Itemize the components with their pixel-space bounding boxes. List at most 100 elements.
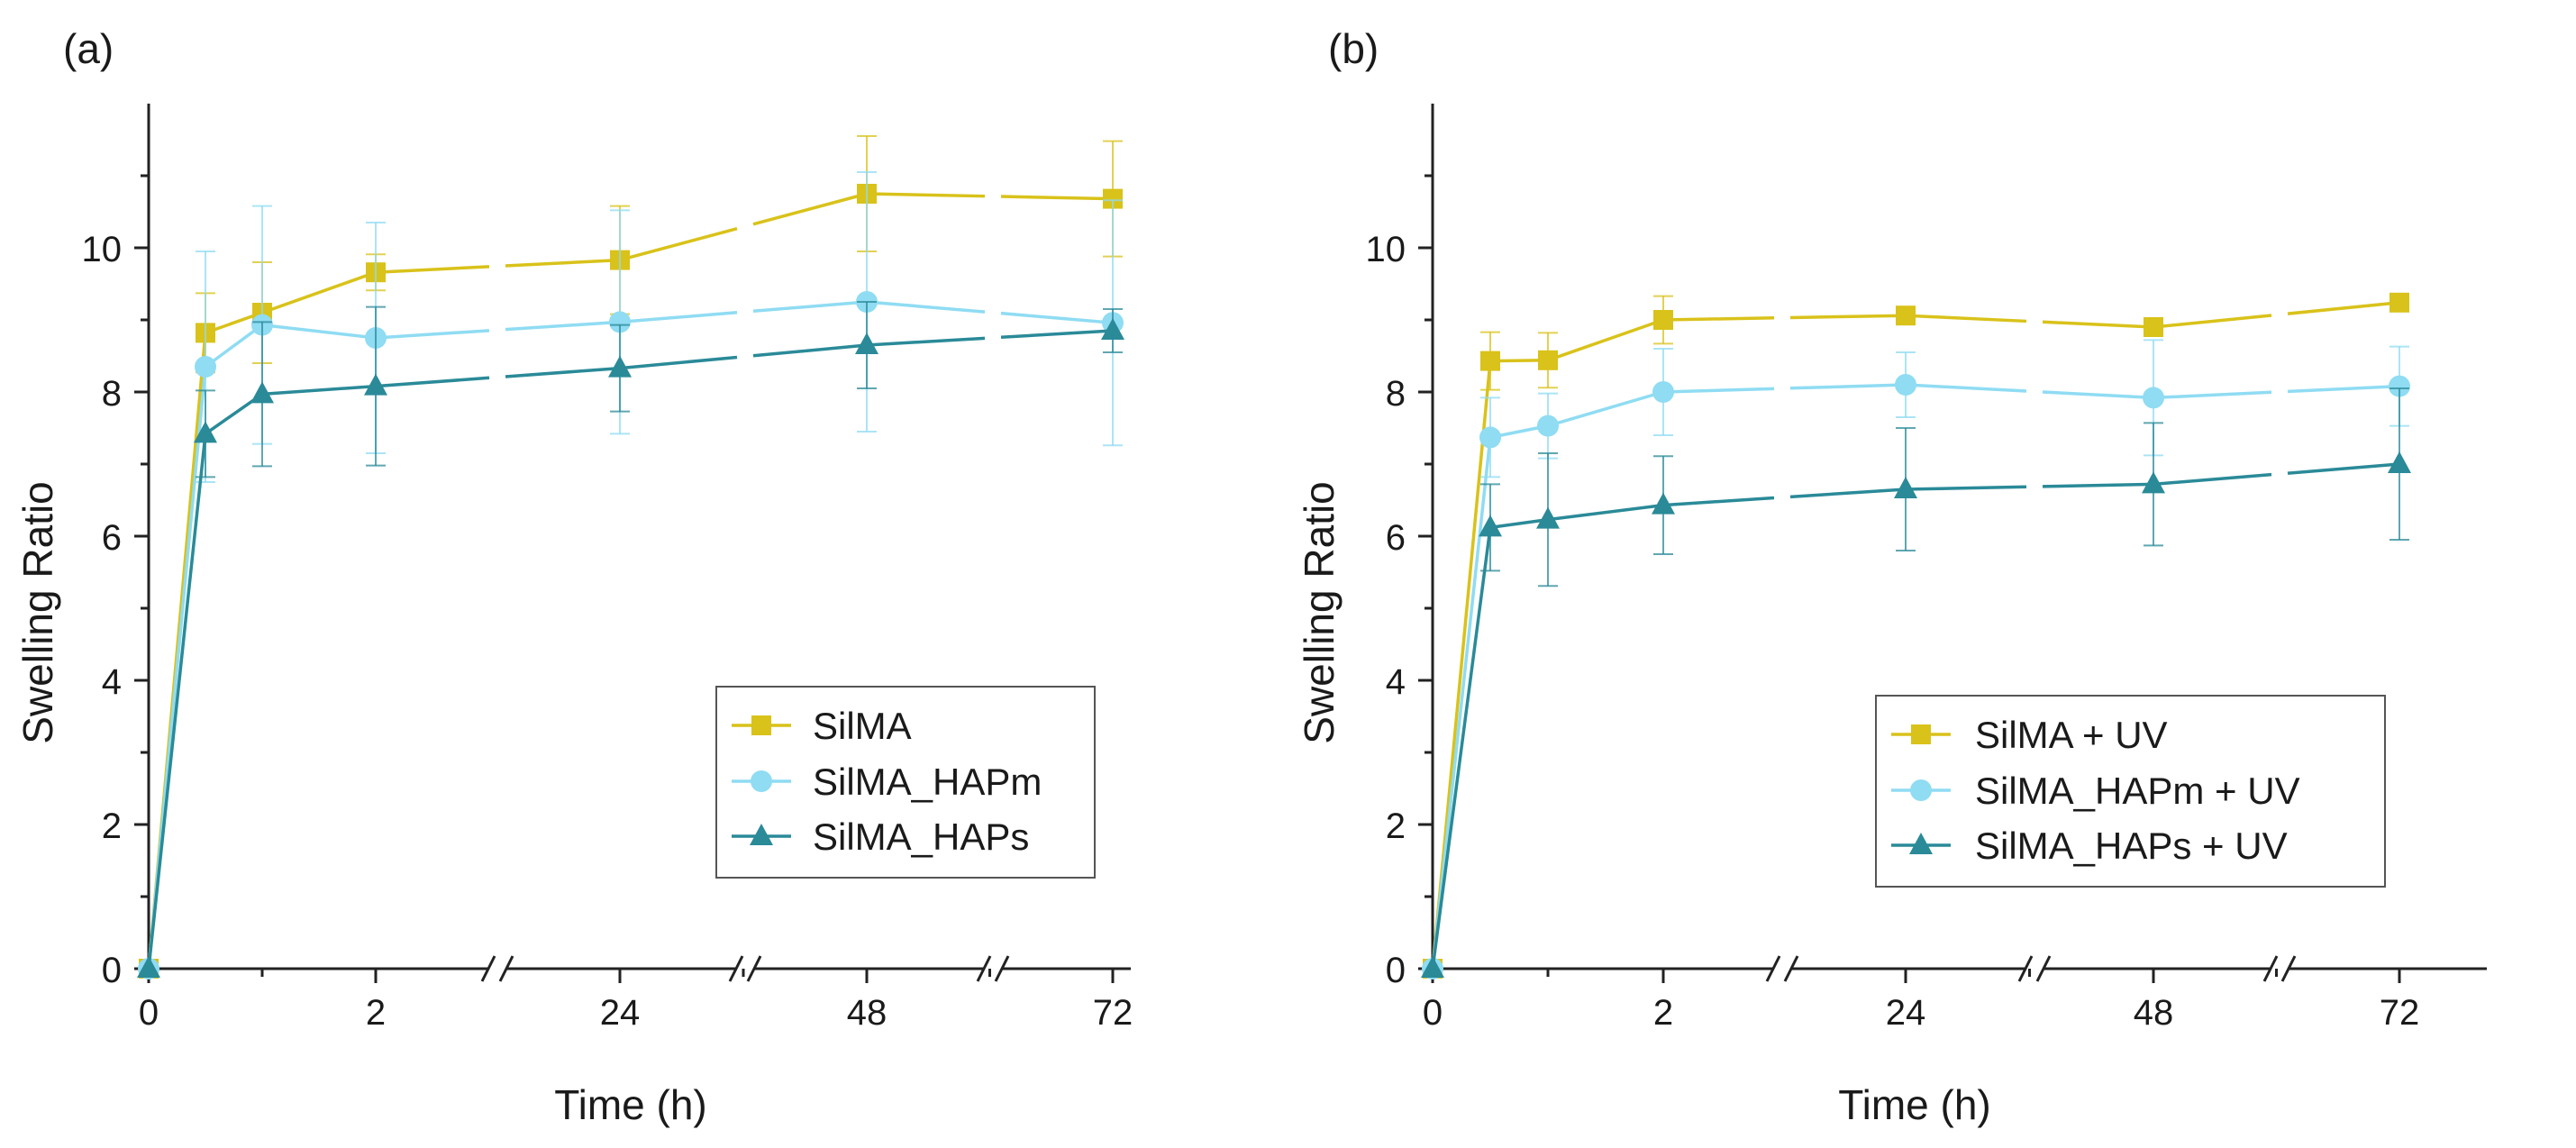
y-tick-label: 0 — [102, 951, 122, 990]
y-tick-label: 8 — [102, 374, 122, 414]
x-tick-label: 24 — [1886, 993, 1926, 1033]
data-point-triangle — [1652, 492, 1675, 515]
data-point-triangle — [194, 421, 217, 443]
series-circle — [138, 171, 1124, 979]
series-circle — [1422, 339, 2410, 979]
panel-label: (b) — [1328, 25, 1379, 72]
y-axis-title: Swelling Ratio — [14, 481, 61, 743]
series-line-segment — [1489, 517, 1549, 530]
data-point-circle — [1895, 374, 1916, 396]
data-point-triangle — [137, 956, 160, 978]
y-tick-label: 2 — [1386, 806, 1406, 846]
legend-marker-circle — [751, 770, 772, 792]
legend-marker-square — [1911, 724, 1931, 744]
data-point-circle — [1537, 415, 1559, 437]
data-point-triangle — [1479, 515, 1502, 537]
axis-break-mark — [976, 955, 992, 982]
series-line-segment — [1789, 383, 1907, 390]
x-tick-label: 2 — [1653, 993, 1673, 1033]
data-point-square — [1653, 310, 1673, 330]
series-line-segment — [2153, 390, 2272, 400]
series-line-segment — [505, 320, 621, 332]
legend: SilMA SilMA_HAPm SilMA_HAPs — [715, 686, 1096, 879]
series-line-segment — [505, 258, 621, 268]
x-tick-label: 72 — [1093, 993, 1133, 1033]
data-point-circle — [1479, 426, 1501, 449]
x-tick-label: 0 — [139, 993, 159, 1033]
series-line-segment — [1547, 503, 1664, 522]
series-line-segment — [2287, 301, 2400, 315]
legend-label: SilMA_HAPm — [813, 761, 1042, 803]
series-line-segment — [1789, 487, 1907, 499]
data-point-square — [1896, 305, 1916, 326]
y-tick-label: 2 — [102, 806, 122, 846]
y-axis-title: Swelling Ratio — [1296, 481, 1343, 743]
series-line-segment — [619, 311, 738, 324]
series-line-segment — [261, 384, 377, 396]
y-tick-label: 10 — [82, 230, 123, 269]
series-line-segment — [1662, 387, 1775, 394]
data-point-circle — [609, 311, 631, 333]
series-line-segment — [2287, 462, 2400, 475]
series-line-segment — [619, 226, 738, 262]
series-line-segment — [261, 323, 377, 340]
series-line-segment — [1000, 195, 1114, 201]
data-point-square — [1103, 188, 1123, 209]
y-tick-label: 6 — [102, 518, 122, 558]
series-line-segment — [752, 192, 868, 226]
series-line-segment — [375, 265, 490, 274]
series-line-segment — [505, 366, 621, 378]
axis-break-mark — [2017, 955, 2034, 982]
series-line-segment — [1905, 314, 2027, 323]
series-line-segment — [866, 300, 986, 314]
legend-marker-square — [751, 715, 771, 735]
legend-label: SilMA — [813, 705, 912, 747]
series-line-segment — [1905, 383, 2027, 393]
series-line-segment — [2042, 320, 2154, 329]
y-tick-label: 10 — [1366, 230, 1406, 269]
series-line-segment — [2042, 482, 2154, 488]
data-point-circle — [2389, 375, 2410, 397]
legend-marker-triangle — [1909, 833, 1933, 854]
y-tick-label: 0 — [1386, 951, 1406, 990]
series-line-segment — [204, 323, 264, 369]
series-line-segment — [2153, 314, 2272, 329]
legend-marker-circle — [1910, 779, 1932, 801]
data-point-triangle — [1894, 477, 1917, 498]
axis-break-mark — [1765, 955, 1781, 982]
y-tick-label: 4 — [1386, 662, 1406, 702]
axis-break-mark — [728, 955, 744, 982]
data-point-triangle — [2142, 471, 2165, 494]
series-triangle — [137, 301, 1124, 978]
series-line-segment — [1905, 485, 2027, 491]
series-line-segment — [1431, 527, 1492, 970]
series-line-segment — [619, 355, 738, 370]
data-point-square — [2144, 317, 2163, 337]
series-line-segment — [866, 192, 986, 198]
legend-label: SilMA_HAPs — [813, 815, 1029, 858]
data-point-triangle — [364, 373, 387, 396]
series-line-segment — [1789, 314, 1907, 320]
x-tick-label: 72 — [2380, 993, 2420, 1033]
series-line-segment — [1431, 437, 1492, 970]
series-line-segment — [375, 329, 490, 340]
series-line-segment — [1662, 316, 1775, 322]
y-tick-label: 8 — [1386, 374, 1406, 414]
series-line-segment — [2287, 384, 2400, 394]
series-line-segment — [261, 270, 377, 314]
x-tick-label: 2 — [366, 993, 386, 1033]
data-point-square — [1480, 351, 1500, 371]
series-line-segment — [1547, 390, 1664, 428]
series-line-segment — [147, 433, 207, 970]
y-tick-label: 4 — [102, 662, 122, 702]
x-tick-label: 48 — [2134, 993, 2174, 1033]
series-line-segment — [1662, 496, 1775, 507]
series-line-segment — [2153, 472, 2272, 487]
axis-break-mark — [480, 955, 496, 982]
x-tick-label: 24 — [600, 993, 641, 1033]
legend-label: SilMA_HAPm + UV — [1975, 770, 2300, 812]
data-point-triangle — [250, 381, 274, 404]
